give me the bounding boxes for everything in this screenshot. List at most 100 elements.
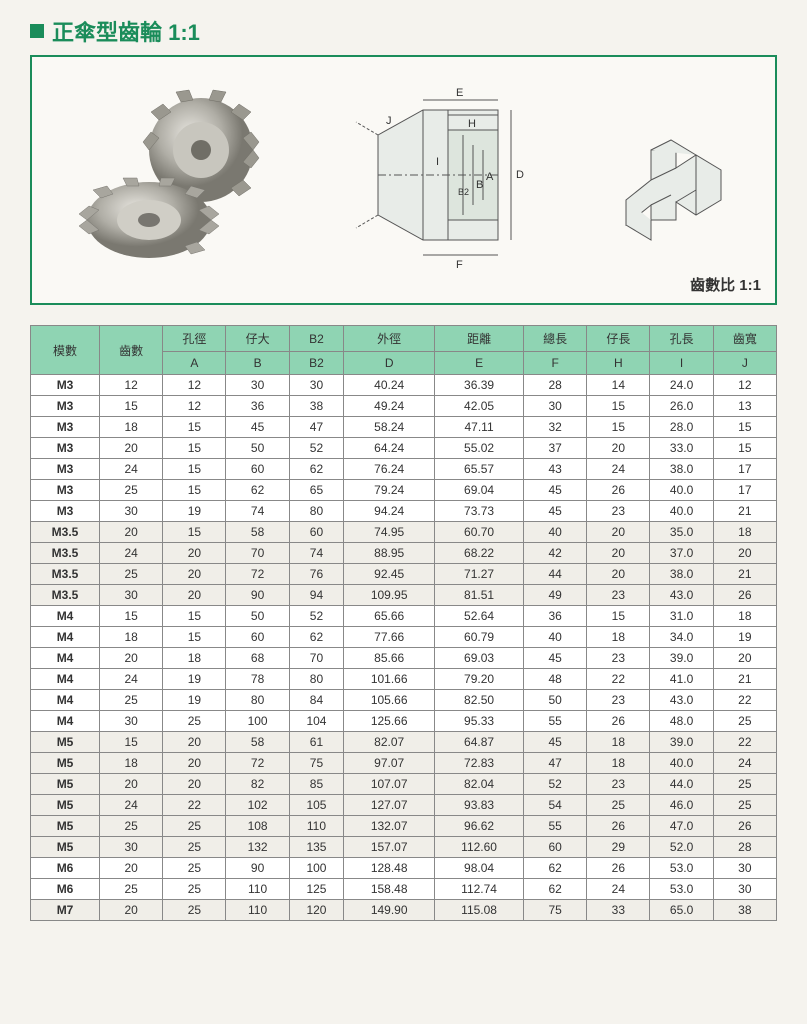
table-row: M3.52015586074.9560.70402035.018 — [31, 522, 777, 543]
table-cell: M3 — [31, 375, 100, 396]
table-cell: 149.90 — [344, 900, 435, 921]
table-cell: 75 — [289, 753, 344, 774]
table-cell: 20 — [100, 774, 163, 795]
table-cell: 95.33 — [435, 711, 524, 732]
table-cell: 25 — [163, 900, 226, 921]
table-cell: 72.83 — [435, 753, 524, 774]
table-cell: 15 — [163, 606, 226, 627]
table-cell: 24 — [713, 753, 776, 774]
table-cell: 20 — [587, 438, 650, 459]
table-cell: 52 — [289, 606, 344, 627]
table-row: M3.52520727692.4571.27442038.021 — [31, 564, 777, 585]
col-subheader: A — [163, 352, 226, 375]
table-cell: 64.24 — [344, 438, 435, 459]
col-header: B2 — [289, 326, 344, 352]
table-cell: 94.24 — [344, 501, 435, 522]
table-cell: M4 — [31, 690, 100, 711]
table-cell: 62 — [524, 858, 587, 879]
table-cell: 21 — [713, 564, 776, 585]
table-cell: 107.07 — [344, 774, 435, 795]
table-cell: M4 — [31, 711, 100, 732]
table-cell: 30 — [100, 501, 163, 522]
table-cell: 109.95 — [344, 585, 435, 606]
table-cell: 68 — [226, 648, 289, 669]
table-cell: 25 — [163, 837, 226, 858]
dim-D: D — [516, 169, 524, 181]
table-cell: 36 — [524, 606, 587, 627]
table-cell: 64.87 — [435, 732, 524, 753]
table-row: M31815454758.2447.11321528.015 — [31, 417, 777, 438]
table-cell: 70 — [226, 543, 289, 564]
table-cell: 125.66 — [344, 711, 435, 732]
table-cell: 25 — [163, 711, 226, 732]
table-cell: 30 — [100, 711, 163, 732]
table-cell: 60.70 — [435, 522, 524, 543]
table-cell: 74 — [226, 501, 289, 522]
table-cell: 110 — [226, 900, 289, 921]
table-cell: 25 — [713, 795, 776, 816]
table-row: M33019748094.2473.73452340.021 — [31, 501, 777, 522]
col-header: 總長 — [524, 326, 587, 352]
table-cell: 40.0 — [650, 501, 713, 522]
table-cell: 45 — [524, 480, 587, 501]
table-cell: 19 — [713, 627, 776, 648]
table-cell: 17 — [713, 459, 776, 480]
table-cell: 20 — [587, 543, 650, 564]
spec-table: 模數齒數孔徑仔大B2外徑距離總長仔長孔長齒寬 ABB2DEFHIJ M31212… — [30, 325, 777, 921]
dim-B: B — [476, 179, 483, 191]
table-row: M41515505265.6652.64361531.018 — [31, 606, 777, 627]
diagram-container: E H J I A B B2 D F 齒數比 1:1 — [30, 55, 777, 305]
table-cell: 21 — [713, 501, 776, 522]
table-cell: 17 — [713, 480, 776, 501]
table-cell: 52.64 — [435, 606, 524, 627]
table-cell: 48 — [524, 669, 587, 690]
table-cell: 45 — [524, 732, 587, 753]
table-cell: 47 — [289, 417, 344, 438]
table-cell: 24 — [587, 879, 650, 900]
table-cell: 54 — [524, 795, 587, 816]
table-cell: 69.03 — [435, 648, 524, 669]
table-row: M51820727597.0772.83471840.024 — [31, 753, 777, 774]
table-cell: 18 — [100, 417, 163, 438]
table-cell: M5 — [31, 774, 100, 795]
table-cell: 48.0 — [650, 711, 713, 732]
table-cell: M7 — [31, 900, 100, 921]
table-cell: 53.0 — [650, 879, 713, 900]
table-cell: 65.57 — [435, 459, 524, 480]
table-row: M31212303040.2436.39281424.012 — [31, 375, 777, 396]
table-cell: 22 — [163, 795, 226, 816]
table-cell: 24 — [100, 669, 163, 690]
table-cell: 98.04 — [435, 858, 524, 879]
table-cell: 15 — [163, 480, 226, 501]
table-cell: 23 — [587, 690, 650, 711]
table-cell: 115.08 — [435, 900, 524, 921]
table-cell: 50 — [226, 606, 289, 627]
table-cell: 25 — [713, 774, 776, 795]
table-cell: 30 — [100, 837, 163, 858]
table-cell: M3 — [31, 438, 100, 459]
table-cell: 58.24 — [344, 417, 435, 438]
table-cell: 65.66 — [344, 606, 435, 627]
table-cell: 20 — [100, 522, 163, 543]
col-header: 模數 — [31, 326, 100, 375]
table-cell: 46.0 — [650, 795, 713, 816]
table-cell: 60 — [226, 627, 289, 648]
table-cell: 82.50 — [435, 690, 524, 711]
title-marker — [30, 24, 44, 38]
table-cell: 15 — [713, 417, 776, 438]
table-cell: 45 — [524, 501, 587, 522]
table-cell: 82.07 — [344, 732, 435, 753]
table-cell: 68.22 — [435, 543, 524, 564]
table-row: M62525110125158.48112.74622453.030 — [31, 879, 777, 900]
table-cell: 40.24 — [344, 375, 435, 396]
table-cell: 62 — [226, 480, 289, 501]
table-cell: 29 — [587, 837, 650, 858]
table-cell: 24.0 — [650, 375, 713, 396]
table-cell: 45 — [524, 648, 587, 669]
table-cell: 24 — [100, 795, 163, 816]
table-cell: 33.0 — [650, 438, 713, 459]
table-cell: 157.07 — [344, 837, 435, 858]
table-cell: M3.5 — [31, 543, 100, 564]
table-cell: 18 — [587, 627, 650, 648]
table-cell: 12 — [100, 375, 163, 396]
